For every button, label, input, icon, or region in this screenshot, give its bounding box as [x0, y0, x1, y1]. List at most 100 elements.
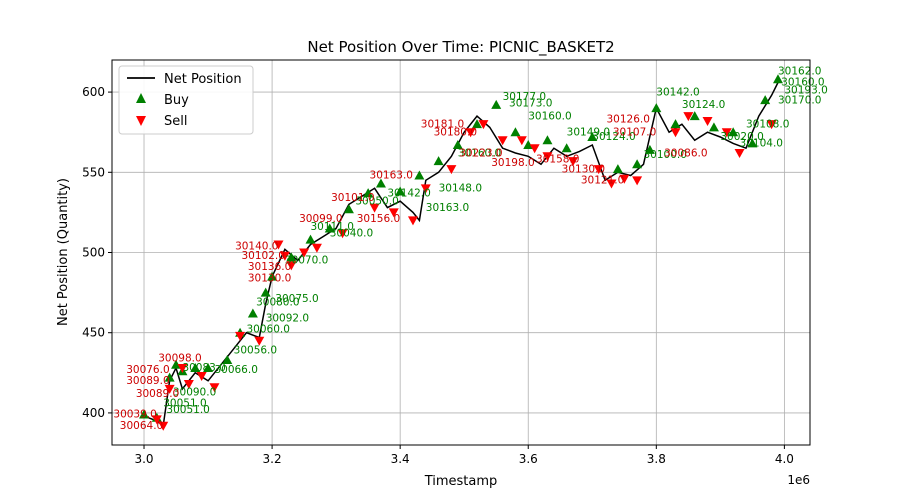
buy-marker	[286, 252, 297, 262]
buy-price-label: 30100.0	[644, 149, 687, 161]
buy-marker	[343, 204, 354, 214]
sell-price-label: 30121.0	[581, 175, 624, 187]
y-tick-label: 600	[82, 85, 105, 99]
sell-marker	[407, 216, 418, 226]
buy-price-label: 30160.0	[528, 110, 571, 122]
chart-title: Net Position Over Time: PICNIC_BASKET2	[307, 38, 614, 57]
x-axis-offset-label: 1e6	[787, 473, 810, 487]
legend-label-net-position: Net Position	[164, 72, 242, 87]
sell-price-label: 30130.0	[248, 272, 291, 284]
sell-marker	[420, 184, 431, 194]
sell-price-label: 30140.0	[235, 240, 278, 252]
sell-price-label: 30163.0	[370, 170, 413, 182]
buy-marker	[305, 234, 316, 244]
sell-marker	[254, 336, 265, 346]
buy-price-label: 30173.0	[509, 98, 552, 110]
buy-marker	[689, 111, 700, 121]
marker-layer	[139, 74, 783, 431]
legend-sell-marker	[136, 116, 146, 126]
sell-marker	[209, 383, 220, 393]
sell-price-label: 30102.0	[241, 250, 284, 262]
buy-price-label: 30080.0	[256, 296, 299, 308]
buy-marker	[472, 119, 483, 129]
sell-marker	[369, 203, 380, 213]
grid	[112, 60, 810, 445]
sell-marker	[337, 229, 348, 239]
buy-price-label: 30160.0	[458, 147, 501, 159]
sell-price-label: 30101.0	[331, 192, 374, 204]
legend-label-buy: Buy	[164, 93, 189, 108]
sell-marker	[632, 176, 643, 186]
x-tick-label: 3.0	[134, 452, 153, 466]
y-axis-label: Net Position (Quantity)	[56, 178, 71, 326]
buy-marker	[510, 127, 521, 137]
buy-price-label: 30124.0	[682, 99, 725, 111]
sell-marker	[158, 421, 169, 431]
sell-marker	[151, 415, 162, 425]
buy-marker	[139, 409, 150, 419]
sell-marker	[721, 128, 732, 138]
sell-price-label: 30098.0	[158, 353, 201, 365]
y-tick-label: 550	[82, 165, 105, 179]
buy-marker	[632, 159, 643, 169]
sell-price-label: 30039.0	[113, 409, 156, 421]
buy-marker	[747, 138, 758, 148]
buy-marker	[491, 99, 502, 109]
price-annotations: 30051.030051.030090.030083.030066.030056…	[113, 65, 827, 432]
sell-price-label: 30223.0	[459, 147, 502, 159]
buy-price-label: 30070.0	[285, 255, 328, 267]
buy-marker	[375, 178, 386, 188]
buy-price-label: 30092.0	[266, 312, 309, 324]
sell-price-label: 30130.0	[562, 163, 605, 175]
sell-price-label: 30126.0	[606, 114, 649, 126]
legend-buy-marker	[136, 93, 146, 103]
buy-price-label: 30177.0	[503, 91, 546, 103]
x-tick-label: 4.0	[775, 452, 794, 466]
sell-price-label: 30198.0	[491, 157, 534, 169]
sell-price-label: 30099.0	[299, 213, 342, 225]
buy-marker	[651, 103, 662, 113]
sell-price-label: 30089.0	[126, 375, 169, 387]
buy-marker	[452, 140, 463, 150]
sell-marker	[670, 128, 681, 138]
buy-marker	[260, 287, 271, 297]
sell-marker	[446, 165, 457, 175]
buy-marker	[433, 156, 444, 166]
x-tick-label: 3.4	[391, 452, 410, 466]
sell-price-label: 30086.0	[664, 147, 707, 159]
buy-marker	[395, 186, 406, 196]
axis-ticks: 3.0 3.2 3.4 3.6 3.8 4.0 400 450 500 550 600	[82, 85, 794, 466]
sell-marker	[311, 243, 322, 253]
buy-price-label: 30051.0	[166, 404, 209, 416]
sell-price-label: 30107.0	[613, 126, 656, 138]
sell-price-label: 30064.0	[120, 420, 163, 432]
sell-marker	[177, 364, 188, 373]
sell-price-label: 30136.0	[248, 261, 291, 273]
buy-price-label: 30056.0	[234, 345, 277, 357]
sell-marker	[235, 331, 246, 341]
sell-marker	[465, 128, 476, 138]
legend-label-sell: Sell	[164, 114, 187, 129]
buy-marker	[644, 144, 655, 154]
buy-marker	[772, 74, 783, 84]
sell-marker	[702, 116, 713, 126]
buy-marker	[190, 363, 201, 372]
sell-price-label: 30089.0	[136, 388, 179, 400]
buy-price-label: 30193.0	[784, 85, 827, 97]
sell-marker	[388, 208, 399, 218]
sell-price-label: 30180.0	[434, 126, 477, 138]
sell-marker	[593, 165, 604, 175]
sell-price-label: 30076.0	[126, 364, 169, 376]
sell-marker	[529, 144, 540, 154]
buy-price-label: 30111.0	[311, 221, 354, 233]
sell-marker	[478, 120, 489, 130]
sell-marker	[279, 251, 290, 261]
y-tick-label: 450	[82, 326, 105, 340]
buy-marker	[267, 271, 278, 281]
sell-marker	[606, 179, 617, 189]
sell-marker	[299, 248, 310, 258]
buy-marker	[222, 354, 233, 364]
buy-marker	[171, 359, 182, 369]
sell-marker	[516, 136, 527, 146]
